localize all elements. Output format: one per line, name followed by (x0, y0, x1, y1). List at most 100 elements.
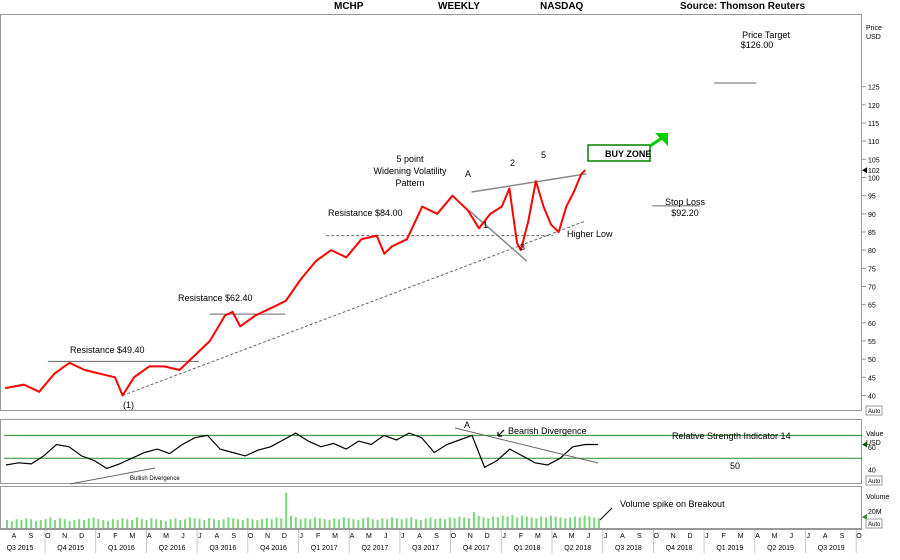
volume-bar (342, 517, 345, 528)
volume-spike-label: Volume spike on Breakout (620, 499, 725, 509)
price-series-line (4, 169, 586, 397)
volume-bar (164, 521, 167, 528)
volume-bar (217, 520, 220, 528)
price-panel-frame (0, 14, 862, 411)
price-axis-title: Price (866, 25, 882, 32)
rsi-axis-unit: USD (866, 440, 881, 447)
quarter-tick-label: Q3 2016 (209, 545, 236, 552)
price-y-tick-label: 115 (868, 121, 879, 128)
volume-bar (453, 518, 456, 528)
month-tick-label: M (569, 533, 575, 540)
volume-bar (30, 519, 33, 528)
volume-bar (352, 519, 355, 528)
volume-bar (87, 518, 90, 528)
volume-bar (246, 518, 249, 528)
volume-bar (155, 519, 158, 528)
volume-bar (439, 518, 442, 528)
volume-bar (54, 520, 57, 528)
month-tick-label: S (637, 533, 642, 540)
month-tick-label: F (113, 533, 117, 540)
price-y-tick-label: 125 (868, 85, 880, 92)
quarter-tick-label: Q2 2018 (564, 545, 591, 552)
volume-bar (593, 517, 596, 528)
buy-zone-box (587, 144, 651, 162)
volume-bar (434, 519, 437, 528)
quarter-tick-label: Q4 2018 (666, 545, 693, 552)
month-tick-label: M (738, 533, 744, 540)
volume-bar (429, 517, 432, 528)
quarter-tick-label: Q3 2015 (7, 545, 34, 552)
price-y-tick-label: 65 (868, 303, 876, 310)
bullish-divergence-label: Bullish Divergence (130, 476, 180, 482)
rsi-auto-label: Auto (868, 479, 881, 485)
volume-bar (20, 520, 23, 528)
bearish-divergence-arrow-icon (497, 429, 505, 437)
volume-bar (386, 519, 389, 528)
volume-bar (83, 520, 85, 528)
month-tick-label: A (417, 533, 422, 540)
volume-bar (294, 517, 297, 528)
volume-bar (516, 517, 519, 528)
month-tick-label: J (587, 533, 591, 540)
header-timeframe: WEEKLY (438, 1, 480, 12)
last-price-marker (862, 167, 867, 174)
point-3-label: 3 (520, 242, 525, 252)
month-tick-label: S (840, 533, 845, 540)
volume-bar (559, 517, 562, 528)
volume-bar (116, 520, 119, 528)
month-tick-label: N (468, 533, 473, 540)
quarter-tick-label: Q2 2019 (767, 545, 794, 552)
month-tick-label: M (332, 533, 338, 540)
volume-bar (371, 519, 374, 528)
month-tick-label: A (755, 533, 760, 540)
month-tick-label: J (807, 533, 811, 540)
resistance-49-label: Resistance $49.40 (70, 345, 145, 355)
quarter-tick-label: Q4 2015 (57, 545, 84, 552)
volume-bar (169, 519, 172, 528)
volume-bar (6, 520, 8, 528)
volume-panel-frame (0, 486, 862, 529)
volume-bar (299, 519, 302, 528)
volume-bar (477, 515, 480, 528)
rsi-title: Relative Strength Indicator 14 (672, 431, 791, 441)
month-tick-label: N (62, 533, 67, 540)
volume-bar (58, 518, 61, 528)
price-auto-label: Auto (868, 409, 881, 415)
month-tick-label: J (300, 533, 304, 540)
volume-bar (314, 517, 316, 528)
rsi-point-a-label: A (464, 420, 470, 430)
volume-bar (184, 519, 187, 528)
quarter-tick-label: Q2 2017 (361, 545, 388, 552)
volume-bar (549, 515, 552, 528)
volume-bar (256, 520, 259, 528)
volume-bar (49, 517, 52, 528)
volume-spike-pointer (599, 507, 613, 521)
price-y-tick-label: 75 (868, 266, 876, 273)
volume-bar (521, 515, 523, 528)
volume-bar (588, 516, 591, 528)
long-support-trendline (122, 220, 586, 396)
point-1-label: 1 (483, 220, 488, 230)
volume-bar (179, 520, 182, 528)
volume-axis-title: Volume (866, 494, 889, 501)
month-tick-label: D (79, 533, 84, 540)
volume-bar (140, 519, 143, 528)
month-tick-label: S (231, 533, 236, 540)
rsi-series-line (5, 432, 598, 470)
volume-bar (583, 515, 586, 528)
volume-y-tick-label: 20M (868, 509, 882, 516)
volume-bar (10, 521, 13, 528)
month-tick-label: J (790, 533, 794, 540)
month-tick-label: A (552, 533, 557, 540)
volume-bar (487, 518, 490, 528)
quarter-tick-label: Q4 2017 (463, 545, 490, 552)
volume-bar (496, 517, 499, 528)
volume-bar (232, 518, 235, 528)
price-y-tick-label: 60 (868, 321, 876, 328)
price-target-value: $126.00 (741, 40, 774, 50)
buy-zone-label: BUY ZONE (605, 149, 651, 159)
quarter-tick-label: Q1 2017 (311, 545, 338, 552)
volume-bar (362, 518, 365, 528)
point-5-label: 5 (541, 150, 546, 160)
